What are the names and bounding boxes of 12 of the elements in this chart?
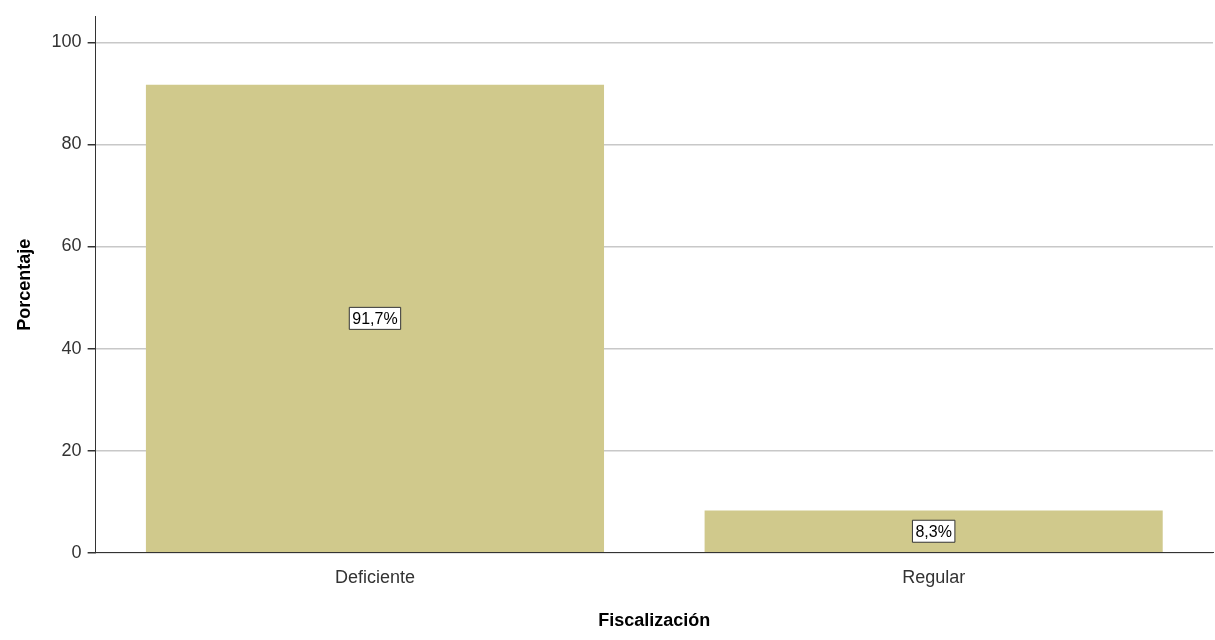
y-tick-label: 20 xyxy=(61,439,82,460)
y-axis-title: Porcentaje xyxy=(13,238,34,331)
y-tick-label: 40 xyxy=(61,337,82,358)
data-label: 91,7% xyxy=(352,309,398,327)
x-axis-title: Fiscalización xyxy=(598,610,711,631)
y-tick-label: 100 xyxy=(51,31,82,52)
y-tick-label: 0 xyxy=(71,541,82,562)
x-tick-label: Regular xyxy=(902,566,966,587)
x-tick-label: Deficiente xyxy=(334,566,415,587)
y-tick-label: 60 xyxy=(61,235,82,256)
data-label: 8,3% xyxy=(915,522,952,540)
y-tick-label: 80 xyxy=(61,133,82,154)
